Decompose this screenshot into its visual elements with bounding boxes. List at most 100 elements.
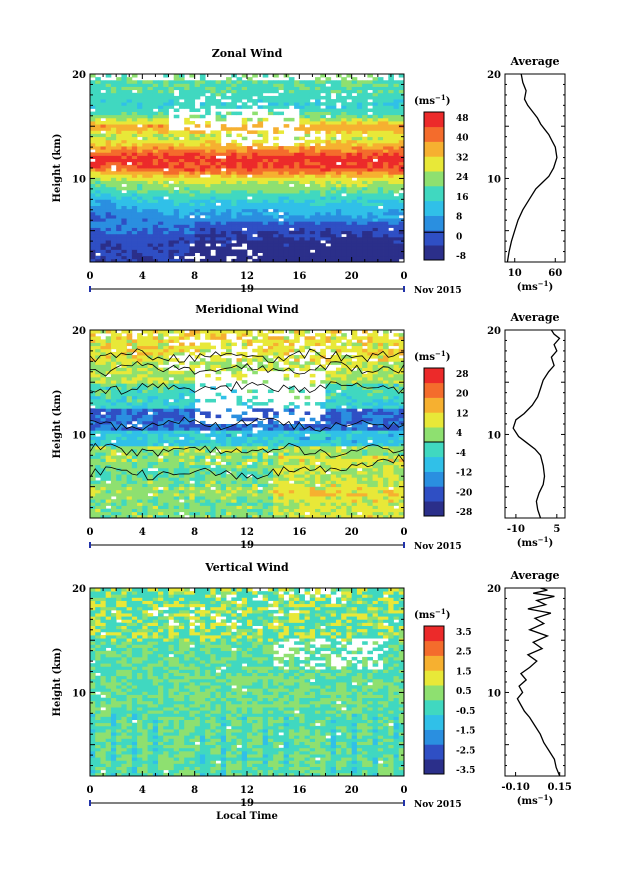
heatmap-cell [163,114,169,119]
heatmap-cell [383,252,389,257]
heatmap-cell [252,183,258,188]
heatmap-cell [215,164,222,169]
heatmap-cell [95,177,101,181]
heatmap-cell [142,505,148,509]
heatmap-cell [131,183,138,188]
heatmap-cell [95,258,101,263]
heatmap-cell [335,230,342,235]
heatmap-cell [173,445,180,450]
heatmap-cell [189,424,196,428]
heatmap-cell [247,86,253,91]
heatmap-cell [147,249,154,253]
heatmap-cell [205,361,211,365]
heatmap-cell [142,227,148,232]
heatmap-cell [341,102,347,106]
heatmap-cell [158,133,164,138]
heatmap-cell [116,342,122,347]
heatmap-cell [189,433,196,437]
heatmap-cell [110,373,117,378]
heatmap-cell [189,345,196,350]
heatmap-cell [220,483,227,488]
heatmap-cell [220,105,227,109]
heatmap-cell [325,168,332,172]
heatmap-cell [351,149,358,153]
heatmap-cell [121,246,128,250]
heatmap-cell [210,177,216,181]
heatmap-cell [247,496,253,500]
heatmap-cell [158,489,164,494]
heatmap-cell [320,95,326,100]
heatmap-cell [226,383,232,387]
heatmap-cell [288,218,295,222]
heatmap-cell [288,224,295,228]
heatmap-cell [137,492,143,497]
heatmap-cell [152,240,159,244]
heatmap-cell [205,471,211,475]
heatmap-cell [351,161,358,166]
heatmap-cell [121,402,128,406]
heatmap-cell [205,398,211,403]
heatmap-cell [325,196,332,200]
heatmap-cell [247,455,253,459]
heatmap-cell [137,489,143,494]
heatmap-cell [220,189,227,194]
heatmap-cell [377,202,384,206]
heatmap-cell [294,186,300,191]
heatmap-cell [294,233,300,238]
heatmap-cell [184,489,190,494]
heatmap-cell [288,246,295,250]
date-label: Nov 2015 [414,286,462,296]
heatmap-cell [215,111,222,116]
heatmap-cell [173,83,180,87]
heatmap-cell [388,130,394,134]
heatmap-cell [383,193,389,197]
heatmap-cell [335,205,342,210]
heatmap-cell [121,117,128,122]
heatmap-cell [393,196,400,200]
heatmap-cell [158,255,164,260]
heatmap-cell [121,467,128,472]
heatmap-cell [351,146,358,150]
heatmap-cell [236,398,243,403]
heatmap-cell [147,392,154,397]
heatmap-cell [194,202,201,206]
heatmap-cell [184,398,190,403]
heatmap-cell [278,246,285,250]
heatmap-cell [173,505,180,509]
heatmap-cell [168,249,175,253]
heatmap-cell [147,380,154,384]
heatmap-cell [121,486,128,491]
heatmap-cell [105,95,112,100]
heatmap-cell [184,430,190,434]
heatmap-cell [299,196,305,200]
heatmap-cell [330,230,337,235]
heatmap-cell [341,152,347,156]
heatmap-cell [273,186,279,191]
heatmap-cell [362,142,368,147]
heatmap-cell [226,171,232,175]
heatmap-cell [372,121,379,125]
heatmap-cell [236,230,243,235]
heatmap-cell [173,180,180,185]
heatmap-cell [294,236,300,241]
heatmap-cell [262,186,269,191]
heatmap-cell [220,358,227,362]
heatmap-cell [231,236,237,241]
heatmap-cell [309,211,316,216]
heatmap-cell [252,508,258,513]
heatmap-cell [294,227,300,232]
heatmap-cell [147,348,154,353]
heatmap-cell [325,171,332,175]
heatmap-cell [142,514,148,519]
heatmap-cell [362,215,368,219]
heatmap-cell [194,452,201,456]
heatmap-cell [356,224,363,228]
heatmap-cell [362,199,368,203]
heatmap-cell [110,436,117,441]
heatmap-cell [168,445,175,450]
heatmap-cell [351,158,358,163]
heatmap-cell [90,483,96,488]
heatmap-cell [168,255,175,260]
heatmap-cell [356,171,363,175]
heatmap-cell [152,249,159,253]
